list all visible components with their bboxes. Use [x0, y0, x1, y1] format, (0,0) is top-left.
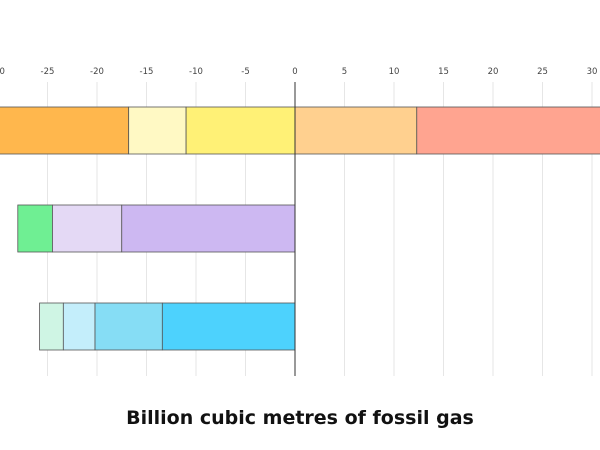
x-axis: -30 -25 -20 -15 -10 -5 0 5 10 15 20 25 30 [0, 67, 597, 376]
bar-segment [94, 302, 163, 351]
x-tick-label: 0 [292, 67, 297, 77]
x-tick-label: -20 [90, 67, 104, 77]
bar-segment [294, 106, 418, 155]
x-tick-label: -30 [0, 67, 5, 77]
x-tick-label: -25 [41, 67, 55, 77]
bar-segment [17, 204, 53, 253]
bar-segment [62, 302, 96, 351]
bars [0, 106, 600, 351]
x-tick-label: -10 [189, 67, 203, 77]
x-tick-label: 15 [438, 67, 449, 77]
x-tick-label: 20 [488, 67, 499, 77]
x-tick-label: 30 [587, 67, 598, 77]
bar-segment [39, 302, 64, 351]
x-tick-label: -15 [140, 67, 154, 77]
x-tick-label: 5 [342, 67, 347, 77]
bar-segment [185, 106, 296, 155]
x-tick-label: 10 [389, 67, 400, 77]
x-axis-label: Billion cubic metres of fossil gas [126, 407, 474, 429]
bar-segment [128, 106, 187, 155]
bar-segment [161, 302, 296, 351]
x-tick-label: -5 [241, 67, 249, 77]
bar-segment [416, 106, 600, 155]
bar-segment [52, 204, 123, 253]
bar-segment [121, 204, 296, 253]
bar-segment [0, 106, 130, 155]
x-tick-label: 25 [537, 67, 548, 77]
